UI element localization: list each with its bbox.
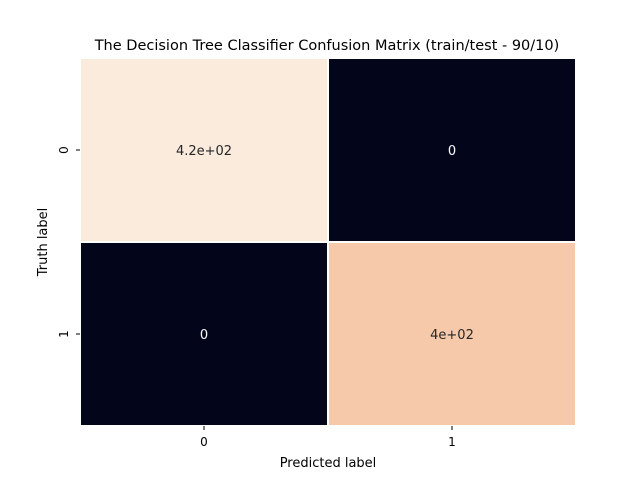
heatmap-cell-0-0 bbox=[79, 57, 329, 243]
y-tick-label-0: 0 bbox=[57, 146, 71, 154]
heatmap-cell-1-0 bbox=[79, 241, 329, 427]
cell-annotation-0-1: 0 bbox=[448, 144, 456, 159]
y-axis-label: Truth label bbox=[36, 208, 51, 278]
x-tick-label-0: 0 bbox=[200, 435, 208, 449]
heatmap-cell-1-1 bbox=[327, 241, 577, 427]
cell-annotation-0-0: 4.2e+02 bbox=[176, 144, 232, 159]
y-axis-ticks: 01 bbox=[57, 146, 80, 338]
heatmap-annotations: 4.2e+02 0 0 4e+02 bbox=[176, 144, 474, 343]
y-tick-label-1: 1 bbox=[57, 330, 71, 338]
x-axis-label: Predicted label bbox=[280, 456, 377, 471]
x-tick-label-1: 1 bbox=[448, 435, 456, 449]
cell-annotation-1-0: 0 bbox=[200, 328, 208, 343]
cell-annotation-1-1: 4e+02 bbox=[430, 328, 474, 343]
heatmap-cells bbox=[79, 57, 577, 427]
heatmap-cell-0-1 bbox=[327, 57, 577, 243]
chart-title: The Decision Tree Classifier Confusion M… bbox=[94, 38, 560, 54]
